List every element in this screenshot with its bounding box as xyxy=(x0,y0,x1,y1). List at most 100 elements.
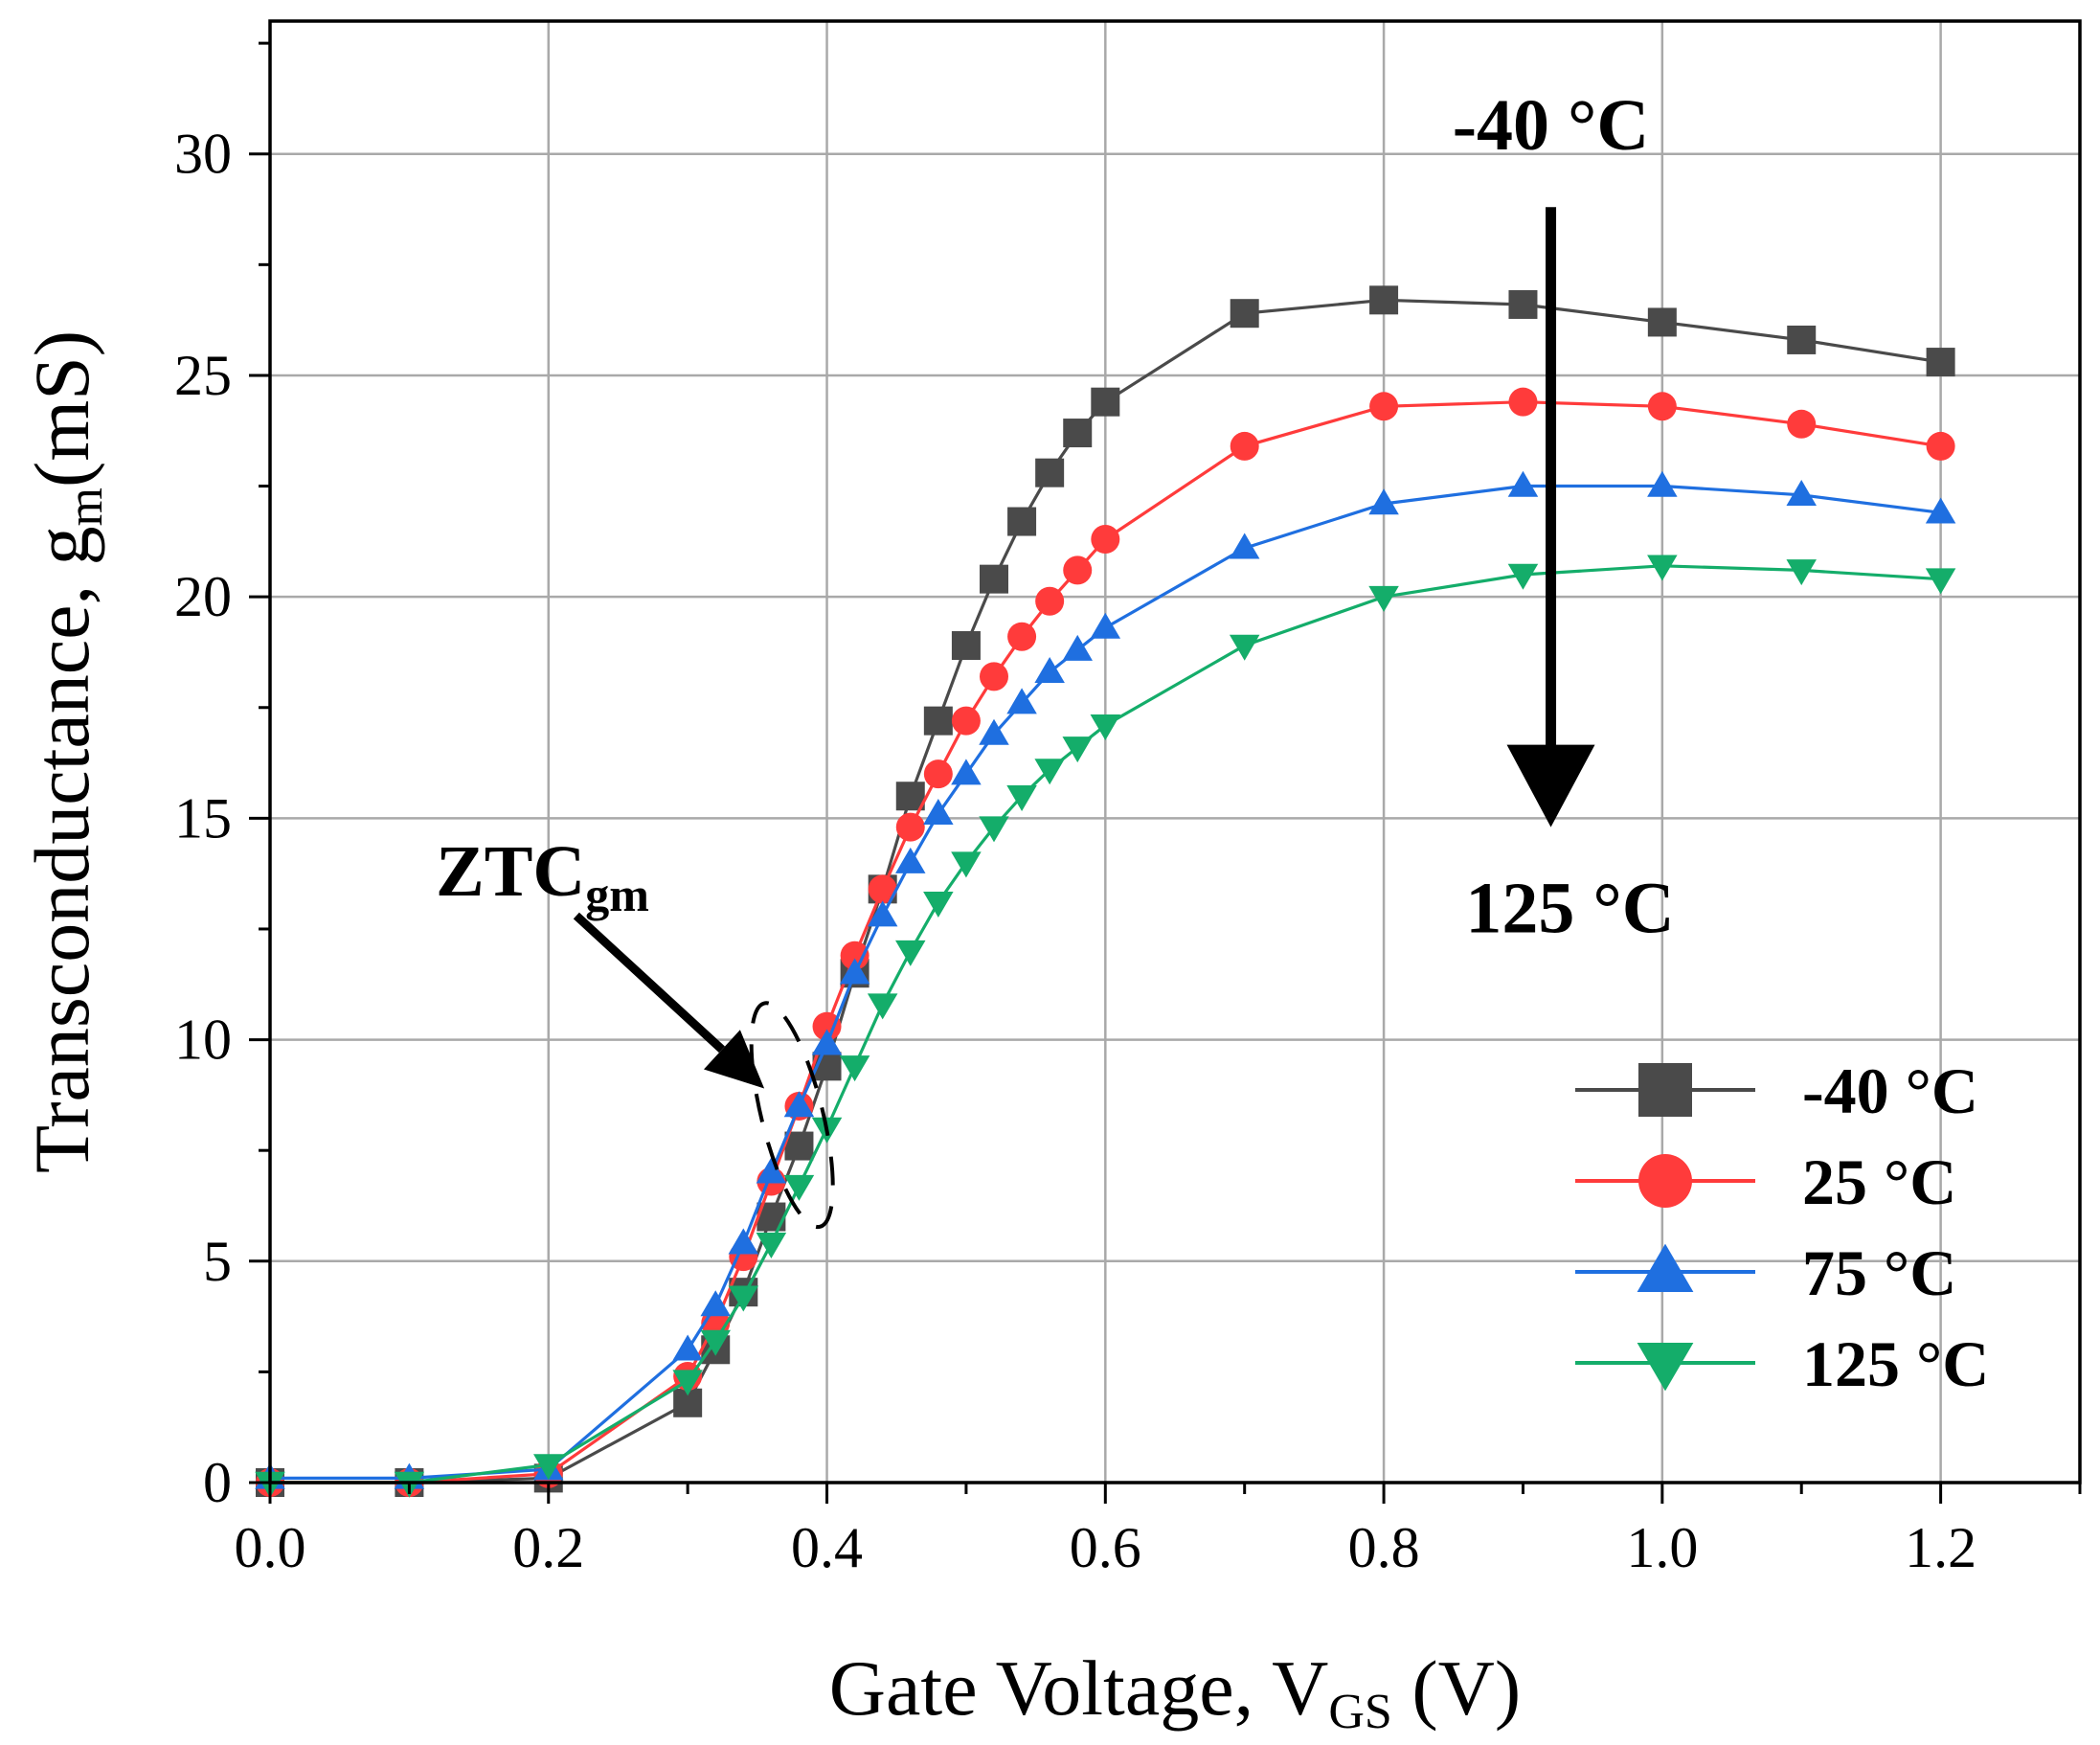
y-tick-label-part: 20 xyxy=(174,565,232,628)
data-point xyxy=(1062,737,1093,763)
data-point xyxy=(1786,480,1817,507)
x-tick-label: 0.4 xyxy=(791,1516,863,1579)
data-point xyxy=(979,718,1009,745)
data-point xyxy=(1926,348,1955,377)
x-tick-label: 0.0 xyxy=(235,1516,306,1579)
data-point xyxy=(728,1285,759,1312)
y-tick-label-part: 10 xyxy=(174,1008,232,1072)
data-point xyxy=(868,874,897,904)
y-tick-label: 25 xyxy=(174,344,232,407)
data-point xyxy=(951,631,981,661)
data-point xyxy=(728,1228,759,1255)
data-point xyxy=(1368,488,1399,515)
x-tick-label: 0.8 xyxy=(1348,1516,1420,1579)
data-point xyxy=(783,1091,815,1118)
data-point xyxy=(1034,759,1065,785)
x-tick-label-part: 1.0 xyxy=(1626,1516,1698,1579)
legend-label-part: 125 °C xyxy=(1802,1327,1989,1400)
data-point xyxy=(980,564,1008,594)
legend-marker xyxy=(1638,1154,1692,1208)
legend-marker xyxy=(1638,1063,1692,1117)
y-tick-label-part: 5 xyxy=(203,1230,232,1293)
data-point xyxy=(1647,555,1678,581)
ztc-arrow-shaft xyxy=(573,912,725,1054)
data-point xyxy=(700,1329,731,1356)
data-point xyxy=(1062,634,1093,661)
data-point xyxy=(867,900,898,927)
x-tick-label-part: 1.2 xyxy=(1905,1516,1976,1579)
x-tick-label: 0.2 xyxy=(512,1516,584,1579)
y-tick-label-part: 30 xyxy=(174,123,232,186)
data-point xyxy=(1034,657,1065,684)
data-point xyxy=(979,816,1009,843)
legend-item: -40 °C xyxy=(1575,1054,1978,1127)
data-point xyxy=(951,759,982,785)
data-point xyxy=(895,847,926,873)
data-point xyxy=(1006,784,1037,811)
ztc-label: ZTCgm xyxy=(436,831,649,921)
data-point xyxy=(756,1233,787,1259)
x-tick-label-part: 0.6 xyxy=(1070,1516,1141,1579)
data-point xyxy=(1368,585,1399,612)
data-point xyxy=(1090,612,1121,639)
data-point xyxy=(1369,285,1399,315)
legend-label: 75 °C xyxy=(1802,1236,1956,1309)
legend: -40 °C 25 °C 75 °C 125 °C xyxy=(1575,1054,1989,1400)
x-axis-title-part: (V) xyxy=(1392,1644,1521,1732)
y-tick-label-part: 25 xyxy=(174,344,232,407)
legend-item: 25 °C xyxy=(1575,1145,1956,1218)
data-point xyxy=(1507,563,1539,590)
ztc-label-part: ZTC xyxy=(436,831,585,912)
legend-marker xyxy=(1637,1343,1694,1392)
data-point xyxy=(1508,387,1538,417)
data-point xyxy=(1787,409,1817,439)
ztc-arrow-head xyxy=(703,1030,765,1089)
y-tick-label: 10 xyxy=(174,1008,232,1072)
data-point xyxy=(783,1174,815,1201)
y-axis-title: Transconductance, gm(mS) xyxy=(18,330,113,1173)
data-point xyxy=(1230,431,1259,461)
axes-frame: 0.0 0.2 0.4 0.6 0.8 1.0 1.2 0 5 10 15 20 25 30 Gate Vo… xyxy=(18,19,2082,1739)
data-point xyxy=(1647,307,1677,337)
data-point xyxy=(1507,470,1539,497)
data-point xyxy=(923,759,953,789)
legend-label-part: 75 °C xyxy=(1802,1236,1956,1309)
data-point xyxy=(1787,325,1817,354)
data-point xyxy=(1007,622,1037,651)
data-point xyxy=(1091,525,1120,555)
data-point xyxy=(1063,419,1093,448)
data-point xyxy=(811,1029,843,1055)
y-tick-label-part: 0 xyxy=(203,1451,232,1514)
legend-label-part: 25 °C xyxy=(1802,1145,1956,1218)
data-point xyxy=(1035,586,1065,616)
annotation-layer: -40 °C 125 °C ZTCgm xyxy=(436,85,1675,1230)
data-point xyxy=(1035,458,1065,487)
data-point xyxy=(895,812,925,842)
y-axis-title-part: Transconductance, g xyxy=(18,526,105,1173)
data-point xyxy=(756,1157,787,1184)
legend-label-part: -40 °C xyxy=(1802,1054,1978,1127)
data-point xyxy=(895,940,926,966)
plot-frame xyxy=(268,19,2082,1484)
x-axis-title: Gate Voltage, VGS (V) xyxy=(829,1644,1521,1739)
legend-item: 125 °C xyxy=(1575,1327,1989,1400)
data-point xyxy=(1925,497,1956,524)
data-point xyxy=(867,993,898,1020)
y-tick-label-part: 15 xyxy=(174,786,232,850)
x-tick-label-part: 0.4 xyxy=(791,1516,863,1579)
x-axis-title-part: Gate Voltage, V xyxy=(829,1644,1329,1732)
data-point xyxy=(923,798,954,825)
legend-label: 125 °C xyxy=(1802,1327,1989,1400)
data-point xyxy=(1647,470,1678,497)
legend-label: -40 °C xyxy=(1802,1054,1978,1127)
series-3 xyxy=(255,555,1956,1498)
ztc-label-part: gm xyxy=(585,868,649,921)
data-point xyxy=(1007,507,1037,536)
y-tick-label: 20 xyxy=(174,565,232,628)
data-point xyxy=(1006,688,1037,714)
grid-layer xyxy=(270,21,2080,1483)
x-tick-label-part: 0.2 xyxy=(512,1516,584,1579)
data-point xyxy=(1091,387,1120,417)
data-point xyxy=(951,706,981,736)
